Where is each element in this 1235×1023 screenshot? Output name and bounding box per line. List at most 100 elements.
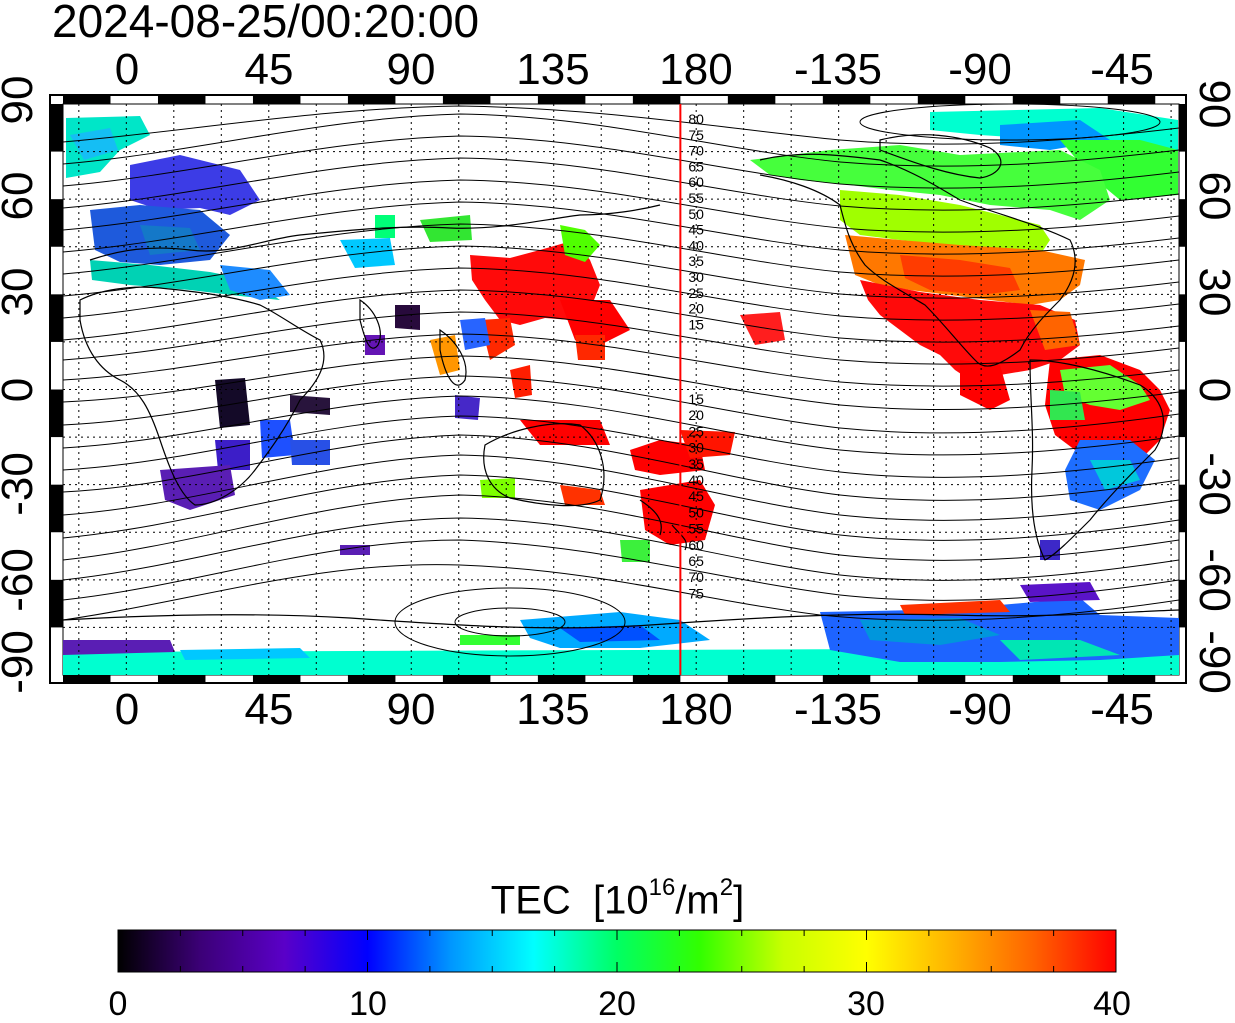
- colorbar-tick-label: 0: [108, 985, 128, 1023]
- colorbar-label: TEC: [490, 878, 571, 923]
- colorbar-unit-exp: 16: [648, 874, 676, 901]
- lon-tick-bottom: -90: [948, 685, 1012, 734]
- contour-label: 55: [688, 521, 704, 537]
- frame-tick: [442, 675, 491, 683]
- contour-label: 25: [688, 423, 704, 439]
- frame-tick: [537, 675, 586, 683]
- lon-tick-top: -135: [793, 45, 883, 94]
- frame-tick: [1012, 675, 1061, 683]
- contour-label: 80: [688, 111, 704, 127]
- frame-tick: [252, 675, 301, 683]
- frame-tick: [50, 199, 63, 247]
- frame-tick: [157, 95, 206, 104]
- frame-tick: [50, 389, 63, 438]
- contour-label: 45: [688, 488, 704, 504]
- frame-tick: [252, 95, 301, 104]
- frame-tick: [442, 95, 491, 104]
- frame-tick: [822, 95, 871, 104]
- contour-label: 20: [688, 301, 704, 317]
- lon-tick-top: 90: [386, 45, 436, 94]
- frame-tick: [63, 95, 111, 104]
- contour-label: 40: [688, 237, 704, 253]
- colorbar-tick-label: 40: [1093, 985, 1131, 1023]
- frame-tick: [1179, 294, 1186, 342]
- frame-tick: [50, 294, 63, 342]
- lon-tick-top: -90: [948, 45, 1012, 94]
- lon-tick-bottom: 90: [386, 685, 436, 734]
- frame-tick: [1012, 95, 1061, 104]
- tec-data-layer: [63, 108, 1179, 675]
- contour-labels: 8075706560555045403530252015152025303540…: [688, 111, 704, 601]
- lon-tick-bottom: 135: [516, 685, 590, 734]
- frame-tick: [822, 675, 871, 683]
- lon-tick-top: 180: [659, 45, 733, 94]
- colorbar-tick-label: 30: [847, 985, 885, 1023]
- contour-label: 60: [688, 174, 704, 190]
- contour-label: 25: [688, 285, 704, 301]
- colorbar-unit-exp2: 2: [719, 874, 734, 901]
- colorbar-unit-base: [10: [593, 878, 649, 923]
- frame-tick: [1107, 95, 1156, 104]
- frame-tick: [50, 484, 63, 533]
- contour-label: 35: [688, 456, 704, 472]
- lon-tick-top: 135: [516, 45, 590, 94]
- contour-label: 30: [688, 440, 704, 456]
- frame-ticks: [50, 95, 1186, 683]
- frame-tick: [727, 675, 776, 683]
- contour-label: 55: [688, 190, 704, 206]
- contour-label: 30: [688, 269, 704, 285]
- contour-label: 15: [688, 316, 704, 332]
- colorbar-unit-end: ]: [733, 878, 745, 923]
- contour-label: 20: [688, 407, 704, 423]
- colorbar-ticks: [179, 930, 1055, 972]
- contour-label: 65: [688, 158, 704, 174]
- lon-tick-bottom: 180: [659, 685, 733, 734]
- frame-tick: [50, 104, 63, 152]
- timestamp-title: 2024-08-25/00:20:00: [52, 0, 480, 47]
- contour-label: 50: [688, 206, 704, 222]
- lon-tick-top: 45: [244, 45, 294, 94]
- grid-lines: [63, 104, 1179, 675]
- lon-tick-top: 0: [114, 45, 140, 94]
- lon-tick-bottom: -135: [793, 685, 883, 734]
- frame-tick: [917, 95, 966, 104]
- lon-tick-bottom: 0: [114, 685, 140, 734]
- frame-tick: [347, 675, 396, 683]
- frame-tick: [1179, 389, 1186, 438]
- frame-tick: [727, 95, 776, 104]
- colorbar-unit-mid: /m: [675, 878, 720, 923]
- contour-label: 50: [688, 504, 704, 520]
- contour-label: 60: [688, 537, 704, 553]
- lon-tick-bottom: 45: [244, 685, 294, 734]
- frame-tick: [632, 675, 681, 683]
- frame-tick: [632, 95, 681, 104]
- contour-label: 15: [688, 391, 704, 407]
- frame-tick: [157, 675, 206, 683]
- frame-tick: [1179, 104, 1186, 152]
- frame-tick: [347, 95, 396, 104]
- contour-label: 70: [688, 569, 704, 585]
- lon-tick-top: -45: [1090, 45, 1154, 94]
- contour-label: 40: [688, 472, 704, 488]
- coastlines: [63, 134, 1179, 629]
- frame-tick: [50, 579, 63, 628]
- colorbar-tick-label: 20: [598, 985, 636, 1023]
- frame-tick: [537, 95, 586, 104]
- frame-tick: [1179, 199, 1186, 247]
- contour-label: 75: [688, 585, 704, 601]
- colorbar-tick-label: 10: [349, 985, 387, 1023]
- frame-tick: [1179, 579, 1186, 628]
- lon-tick-bottom: -45: [1090, 685, 1154, 734]
- magnetic-contours: [63, 104, 1179, 657]
- frame-tick: [63, 675, 111, 683]
- contour-label: 65: [688, 553, 704, 569]
- colorbar-title: TEC [1016/m2]: [0, 868, 1235, 924]
- frame-tick: [1107, 675, 1156, 683]
- contour-label: 35: [688, 253, 704, 269]
- contour-label: 75: [688, 127, 704, 143]
- contour-label: 70: [688, 143, 704, 159]
- frame-tick: [1179, 484, 1186, 533]
- contour-label: 45: [688, 222, 704, 238]
- frame-tick: [917, 675, 966, 683]
